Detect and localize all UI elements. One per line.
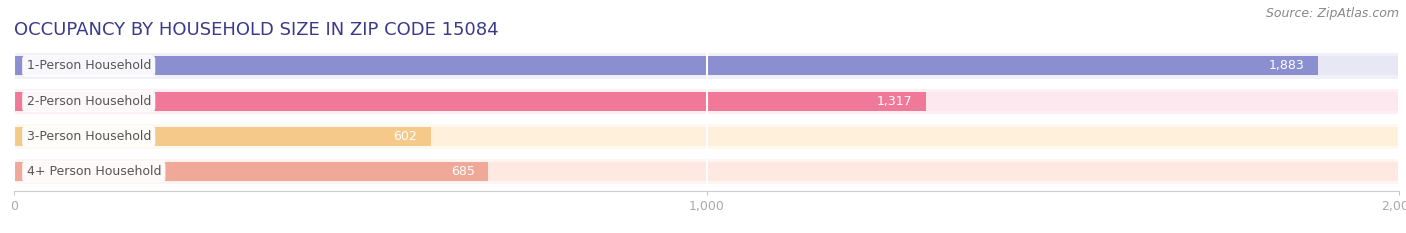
Text: 1-Person Household: 1-Person Household — [27, 59, 150, 72]
Text: 3-Person Household: 3-Person Household — [27, 130, 150, 143]
Text: 2-Person Household: 2-Person Household — [27, 95, 150, 108]
Text: 1,883: 1,883 — [1268, 59, 1305, 72]
Bar — [14, 127, 1399, 146]
Bar — [14, 53, 1399, 79]
Bar — [14, 92, 927, 111]
Bar — [14, 162, 488, 181]
Bar — [14, 159, 1399, 184]
Text: 602: 602 — [394, 130, 418, 143]
Bar — [14, 89, 1399, 114]
Text: 685: 685 — [451, 165, 475, 178]
Text: Source: ZipAtlas.com: Source: ZipAtlas.com — [1265, 7, 1399, 20]
Bar — [14, 56, 1399, 75]
Bar — [14, 162, 1399, 181]
Text: OCCUPANCY BY HOUSEHOLD SIZE IN ZIP CODE 15084: OCCUPANCY BY HOUSEHOLD SIZE IN ZIP CODE … — [14, 21, 499, 39]
Bar — [14, 92, 1399, 111]
Bar — [14, 127, 430, 146]
Text: 1,317: 1,317 — [876, 95, 912, 108]
Text: 4+ Person Household: 4+ Person Household — [27, 165, 162, 178]
Bar — [14, 56, 1317, 75]
Bar — [14, 124, 1399, 149]
